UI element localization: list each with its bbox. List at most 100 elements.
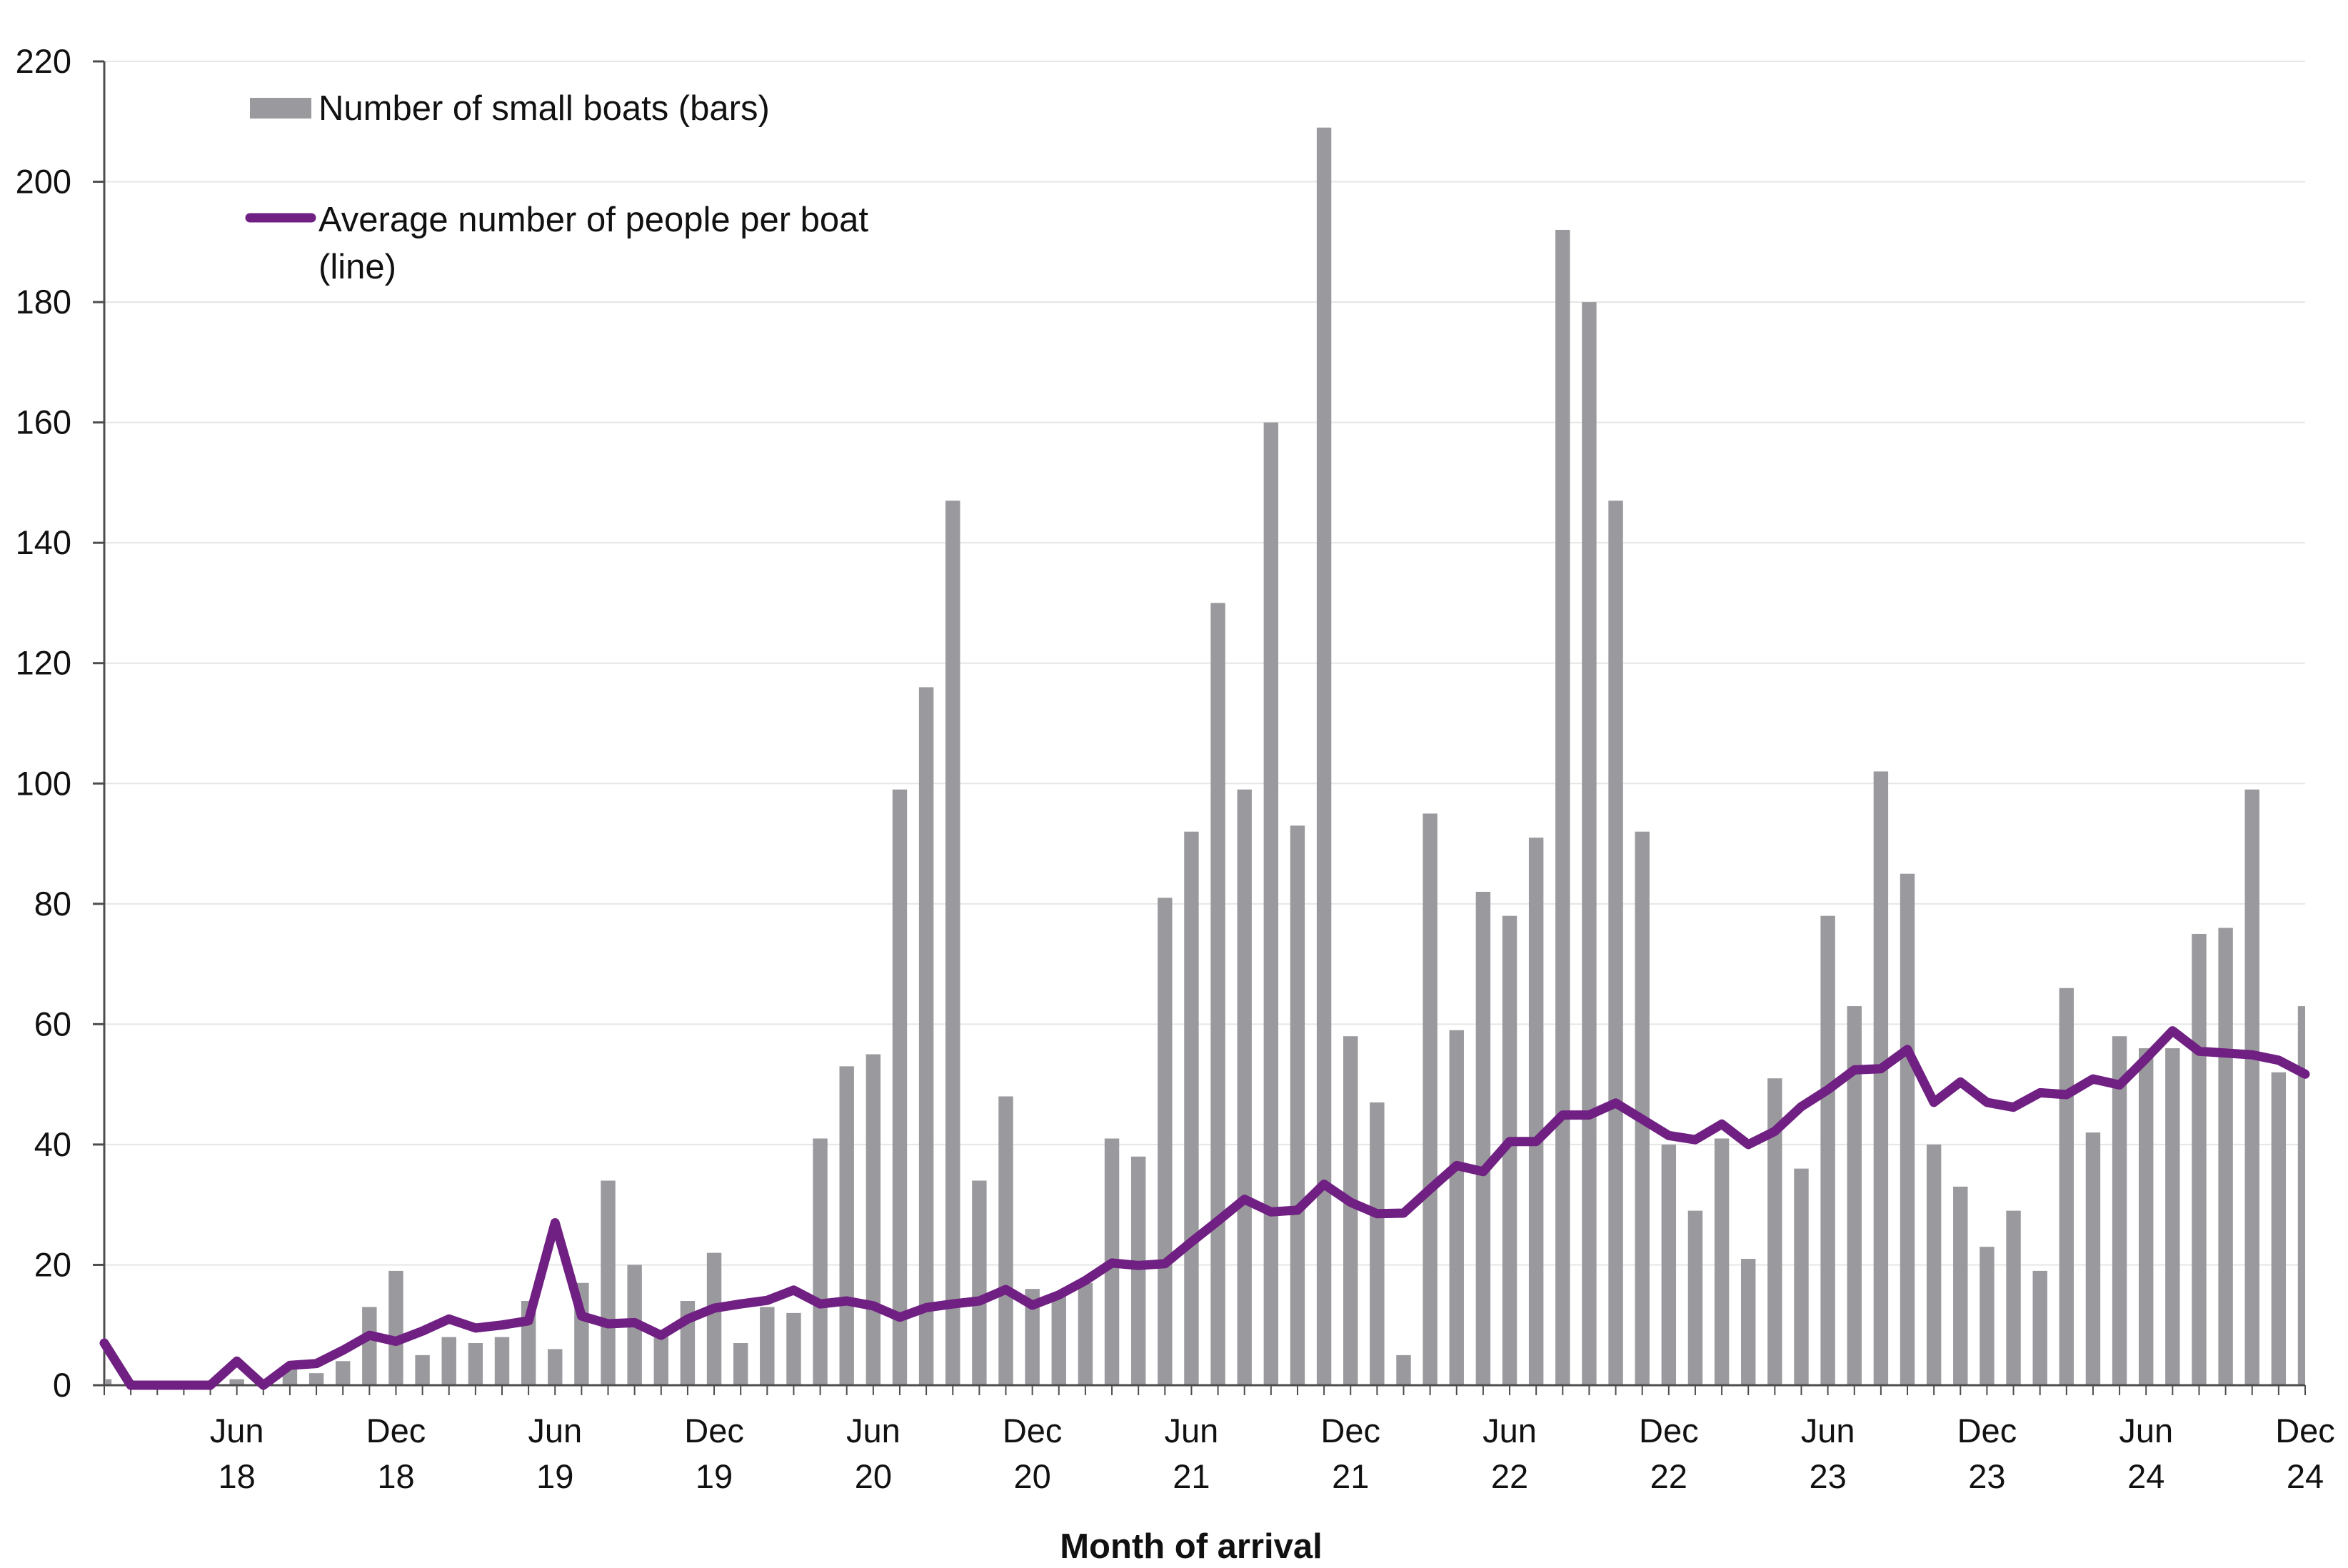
bar-2020-02 xyxy=(760,1307,775,1385)
bar-2022-02 xyxy=(1396,1355,1411,1385)
bar-2023-06 xyxy=(1820,915,1835,1385)
x-tick-label-month-2021-06: Jun xyxy=(1165,1412,1219,1449)
bar-2024-01 xyxy=(2006,1210,2021,1385)
bar-2023-04 xyxy=(1767,1078,1782,1385)
x-tick-label-month-2018-12: Dec xyxy=(366,1412,426,1449)
bar-2020-06 xyxy=(866,1054,881,1385)
bar-2021-11 xyxy=(1316,127,1332,1386)
bar-2023-11 xyxy=(1953,1186,1968,1385)
bar-2023-05 xyxy=(1794,1168,1809,1385)
x-tick-label-month-2023-12: Dec xyxy=(1957,1412,2017,1449)
x-tick-label-year-2022-12: 22 xyxy=(1650,1457,1687,1495)
bar-2019-06 xyxy=(548,1349,563,1385)
bar-2024-05 xyxy=(2112,1036,2127,1385)
bar-2020-04 xyxy=(813,1138,828,1385)
x-tick-label-year-2024-06: 24 xyxy=(2127,1457,2164,1495)
x-tick-label-year-2018-06: 18 xyxy=(219,1457,256,1495)
x-tick-label-year-2018-12: 18 xyxy=(377,1457,414,1495)
bar-2018-01 xyxy=(106,1379,112,1385)
bar-series xyxy=(106,127,2305,1386)
bar-2018-12 xyxy=(388,1270,403,1385)
bar-2020-01 xyxy=(733,1343,748,1385)
bar-2022-01 xyxy=(1370,1102,1385,1385)
x-tick-label-month-2023-06: Jun xyxy=(1801,1412,1855,1449)
bar-2022-06 xyxy=(1502,915,1517,1385)
bar-2020-09 xyxy=(945,501,960,1385)
x-tick-label-month-2022-06: Jun xyxy=(1482,1412,1537,1449)
y-tick-label-220: 220 xyxy=(16,42,71,80)
bar-2023-07 xyxy=(1847,1006,1862,1385)
axes xyxy=(93,60,2306,1395)
bar-2021-07 xyxy=(1210,603,1225,1385)
y-tick-label-120: 120 xyxy=(16,644,71,682)
x-tick-label-month-2019-12: Dec xyxy=(684,1412,744,1449)
x-tick-label-year-2022-06: 22 xyxy=(1491,1457,1528,1495)
x-tick-label-year-2019-06: 19 xyxy=(536,1457,573,1495)
x-tick-label-year-2024-12: 24 xyxy=(2287,1457,2324,1495)
y-tick-label-100: 100 xyxy=(16,764,71,802)
bar-2019-04 xyxy=(494,1337,510,1385)
bar-2019-10 xyxy=(653,1337,668,1385)
bar-2022-04 xyxy=(1449,1030,1464,1385)
bar-2024-08 xyxy=(2192,933,2207,1385)
bar-2022-03 xyxy=(1423,813,1438,1385)
bar-2023-01 xyxy=(1687,1210,1703,1385)
bar-2024-12 xyxy=(2297,1006,2305,1385)
bar-2019-03 xyxy=(468,1343,483,1385)
x-tick-label-month-2020-06: Jun xyxy=(846,1412,900,1449)
bar-2023-10 xyxy=(1926,1144,1942,1385)
x-tick-label-year-2020-06: 20 xyxy=(855,1457,892,1495)
legend-bars-label: Number of small boats (bars) xyxy=(318,89,770,128)
x-tick-label-month-2021-12: Dec xyxy=(1320,1412,1380,1449)
y-tick-label-40: 40 xyxy=(34,1125,71,1163)
bar-2018-10 xyxy=(335,1361,351,1385)
bar-2020-08 xyxy=(918,687,934,1385)
x-axis-tick-labels: Jun 18 Dec 18 Jun 19 Dec 19 Jun 20 Dec 20 Jun 21 Dec 21… xyxy=(210,1412,2335,1495)
bar-2021-06 xyxy=(1184,831,1199,1385)
x-tick-label-year-2021-12: 21 xyxy=(1332,1457,1369,1495)
average-people-per-boat-line xyxy=(99,1026,2310,1390)
x-axis-title: Month of arrival xyxy=(1060,1527,1323,1566)
bar-2022-11 xyxy=(1635,831,1650,1385)
bar-2024-09 xyxy=(2218,928,2233,1385)
bar-2021-02 xyxy=(1078,1282,1093,1385)
bar-2023-09 xyxy=(1900,873,1915,1385)
bar-2023-03 xyxy=(1741,1259,1756,1385)
bar-2021-05 xyxy=(1158,898,1173,1385)
bar-2018-11 xyxy=(362,1307,377,1385)
legend-bar-swatch xyxy=(250,98,311,119)
bar-2019-08 xyxy=(601,1180,616,1385)
bar-2019-02 xyxy=(441,1337,456,1385)
x-tick-label-month-2020-12: Dec xyxy=(1003,1412,1063,1449)
bar-2024-10 xyxy=(2244,789,2259,1385)
bar-2024-02 xyxy=(2032,1270,2047,1385)
bar-2024-07 xyxy=(2165,1048,2180,1385)
x-tick-label-year-2021-06: 21 xyxy=(1173,1457,1210,1495)
x-tick-label-year-2023-06: 23 xyxy=(1809,1457,1846,1495)
x-tick-label-month-2022-12: Dec xyxy=(1639,1412,1699,1449)
y-tick-label-200: 200 xyxy=(16,163,71,201)
y-tick-label-180: 180 xyxy=(16,283,71,321)
bar-2024-04 xyxy=(2085,1132,2101,1385)
legend-line-label: Average number of people per boat xyxy=(318,201,868,239)
y-tick-label-60: 60 xyxy=(34,1005,71,1042)
gridlines xyxy=(104,61,2305,1266)
bar-2024-03 xyxy=(2059,987,2074,1385)
bar-2022-05 xyxy=(1475,891,1491,1385)
x-tick-label-month-2018-06: Jun xyxy=(210,1412,264,1449)
bar-2022-09 xyxy=(1582,302,1597,1385)
x-tick-label-month-2024-06: Jun xyxy=(2119,1412,2173,1449)
y-tick-label-20: 20 xyxy=(34,1245,71,1283)
y-tick-label-160: 160 xyxy=(16,403,71,441)
bar-2022-12 xyxy=(1661,1144,1677,1385)
bar-2018-09 xyxy=(308,1373,324,1385)
bar-2021-09 xyxy=(1263,422,1279,1385)
bar-2020-12 xyxy=(1025,1289,1040,1385)
legend-line-label-cont: (line) xyxy=(318,248,396,286)
bar-2020-11 xyxy=(998,1096,1013,1385)
bar-2018-06 xyxy=(229,1379,244,1385)
bar-2024-06 xyxy=(2138,1048,2154,1385)
bar-2023-02 xyxy=(1714,1138,1730,1385)
